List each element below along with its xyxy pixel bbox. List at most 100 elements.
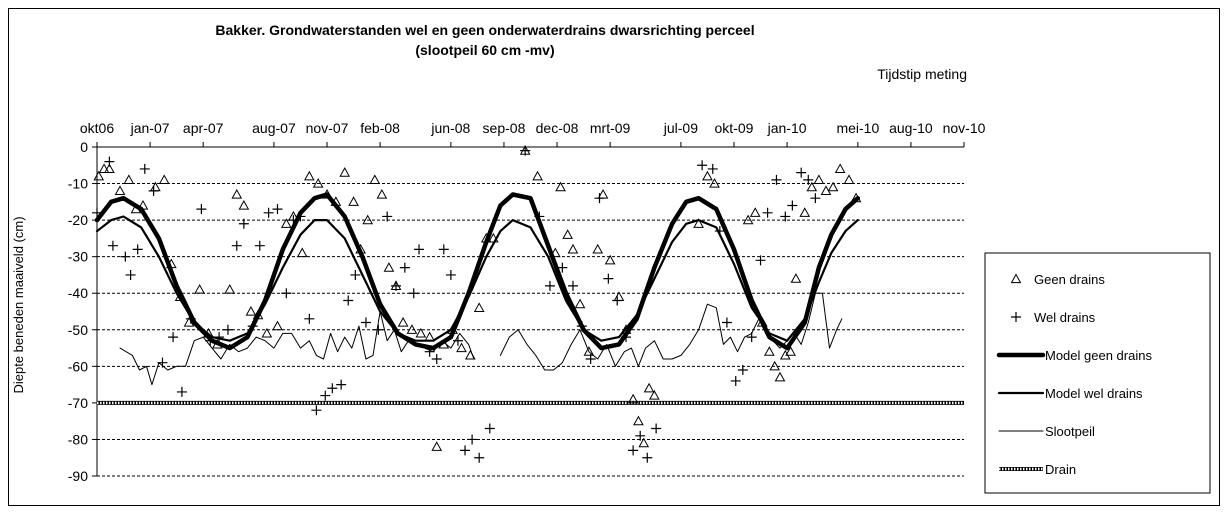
point-geen-drains — [850, 192, 862, 203]
y-tick-label: -50 — [68, 322, 88, 338]
point-wel-drains — [445, 269, 456, 280]
point-wel-drains — [391, 280, 402, 291]
point-wel-drains — [185, 313, 196, 324]
point-geen-drains — [104, 163, 115, 174]
point-wel-drains — [281, 288, 292, 299]
point-geen-drains — [532, 170, 543, 181]
point-wel-drains — [755, 255, 766, 266]
point-wel-drains — [238, 218, 249, 229]
point-geen-drains — [438, 338, 450, 349]
point-geen-drains — [296, 247, 308, 258]
point-wel-drains — [120, 251, 131, 262]
point-wel-drains — [780, 211, 791, 222]
point-geen-drains — [383, 262, 395, 272]
legend-label-drain: Drain — [1045, 462, 1076, 477]
point-wel-drains — [544, 280, 555, 291]
point-wel-drains — [104, 156, 115, 167]
point-wel-drains — [424, 346, 435, 357]
legend-label-model-wel-drains: Model wel drains — [1045, 386, 1143, 401]
x-tick-label: okt-09 — [715, 120, 754, 136]
x-tick-label: nov-10 — [943, 120, 986, 136]
point-geen-drains — [592, 243, 604, 254]
point-geen-drains — [123, 174, 135, 184]
point-geen-drains — [583, 346, 595, 356]
point-geen-drains — [555, 181, 566, 192]
y-tick-label: -70 — [68, 395, 88, 411]
point-wel-drains — [762, 207, 773, 218]
point-geen-drains — [574, 298, 586, 309]
point-wel-drains — [231, 240, 242, 251]
x-tick-label: jan-10 — [767, 120, 807, 136]
x-tick-label: mei-10 — [836, 120, 879, 136]
y-tick-label: -80 — [68, 431, 88, 447]
x-tick-label: aug-10 — [889, 120, 933, 136]
point-geen-drains — [224, 284, 236, 294]
point-geen-drains — [806, 181, 818, 192]
point-geen-drains — [330, 196, 342, 206]
point-geen-drains — [98, 163, 110, 174]
point-geen-drains — [137, 199, 149, 210]
x-tick-label: feb-08 — [360, 120, 400, 136]
point-wel-drains — [714, 226, 725, 237]
point-geen-drains — [369, 174, 381, 184]
point-geen-drains — [280, 218, 292, 228]
point-wel-drains — [438, 244, 449, 255]
point-geen-drains — [643, 382, 655, 393]
point-geen-drains — [813, 174, 825, 184]
point-wel-drains — [350, 269, 361, 280]
point-wel-drains — [336, 379, 347, 390]
point-geen-drains — [742, 214, 754, 225]
point-wel-drains — [399, 262, 410, 273]
point-wel-drains — [311, 405, 322, 416]
point-wel-drains — [746, 332, 757, 343]
point-wel-drains — [263, 207, 274, 218]
legend: Geen drains Wel drains Model geen drains Mo… — [984, 252, 1211, 494]
axes — [92, 142, 965, 477]
point-geen-drains — [464, 349, 476, 360]
series-slootpeil-segment-1 — [499, 292, 843, 371]
legend-label-model-geen-drains: Model geen drains — [1045, 348, 1152, 363]
point-geen-drains — [480, 232, 492, 243]
point-wel-drains — [594, 193, 605, 204]
point-geen-drains — [93, 170, 105, 181]
point-geen-drains — [756, 316, 768, 327]
point-geen-drains — [406, 324, 418, 334]
y-tick-label: -10 — [68, 176, 88, 192]
x-tick-label: sep-08 — [483, 120, 526, 136]
point-geen-drains — [158, 174, 170, 184]
chart-container: Bakker. Grondwaterstanden wel en geen on… — [8, 8, 1220, 506]
point-wel-drains — [205, 335, 216, 346]
x-tick-label: jan-07 — [130, 120, 170, 136]
point-geen-drains — [649, 390, 660, 400]
point-geen-drains — [238, 199, 250, 210]
point-wel-drains — [272, 204, 283, 215]
point-geen-drains — [785, 346, 796, 356]
x-tick-label: mrt-09 — [590, 120, 631, 136]
point-wel-drains — [771, 174, 782, 185]
point-wel-drains — [603, 273, 614, 284]
point-geen-drains — [567, 243, 579, 254]
point-geen-drains — [456, 342, 467, 353]
point-geen-drains — [114, 185, 126, 195]
point-wel-drains — [254, 240, 265, 251]
point-wel-drains — [803, 174, 814, 185]
point-wel-drains — [707, 163, 718, 174]
point-geen-drains — [415, 327, 427, 338]
point-wel-drains — [304, 313, 315, 324]
point-wel-drains — [534, 211, 545, 222]
point-wel-drains — [132, 244, 143, 255]
point-wel-drains — [320, 390, 331, 401]
point-wel-drains — [214, 332, 225, 343]
point-geen-drains — [231, 188, 243, 199]
point-geen-drains — [638, 437, 650, 448]
point-wel-drains — [697, 160, 708, 171]
point-wel-drains — [520, 145, 531, 156]
y-tick-labels: 0 -10 -20 -30 -40 -50 -60 -70 -80 -90 — [68, 139, 88, 484]
point-wel-drains — [557, 262, 568, 273]
point-wel-drains — [576, 321, 587, 332]
point-geen-drains — [693, 218, 704, 228]
point-wel-drains — [125, 269, 136, 280]
point-wel-drains — [148, 185, 159, 196]
x-tick-label: dec-08 — [536, 120, 579, 136]
point-geen-drains — [348, 196, 359, 206]
